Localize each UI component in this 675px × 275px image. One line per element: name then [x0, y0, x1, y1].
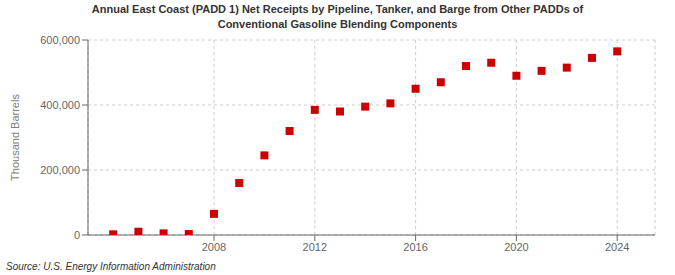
svg-text:2012: 2012: [303, 241, 327, 253]
svg-text:Thousand Barrels: Thousand Barrels: [9, 94, 21, 181]
svg-text:400,000: 400,000: [40, 99, 80, 111]
html-text:Conventional Gasoline Blending: Conventional Gasoline Blending Component…: [217, 18, 458, 30]
svg-text:2008: 2008: [202, 241, 226, 253]
svg-text:2024: 2024: [605, 241, 629, 253]
html-text:Source: U.S. Energy Informatio: Source: U.S. Energy Information Administ…: [6, 261, 216, 272]
svg-text:2020: 2020: [504, 241, 528, 253]
svg-text:600,000: 600,000: [40, 34, 80, 46]
svg-text:2016: 2016: [403, 241, 427, 253]
svg-text:0: 0: [74, 229, 80, 241]
svg-text:200,000: 200,000: [40, 164, 80, 176]
html-text:Annual East Coast (PADD 1) Net: Annual East Coast (PADD 1) Net Receipts …: [91, 3, 584, 15]
